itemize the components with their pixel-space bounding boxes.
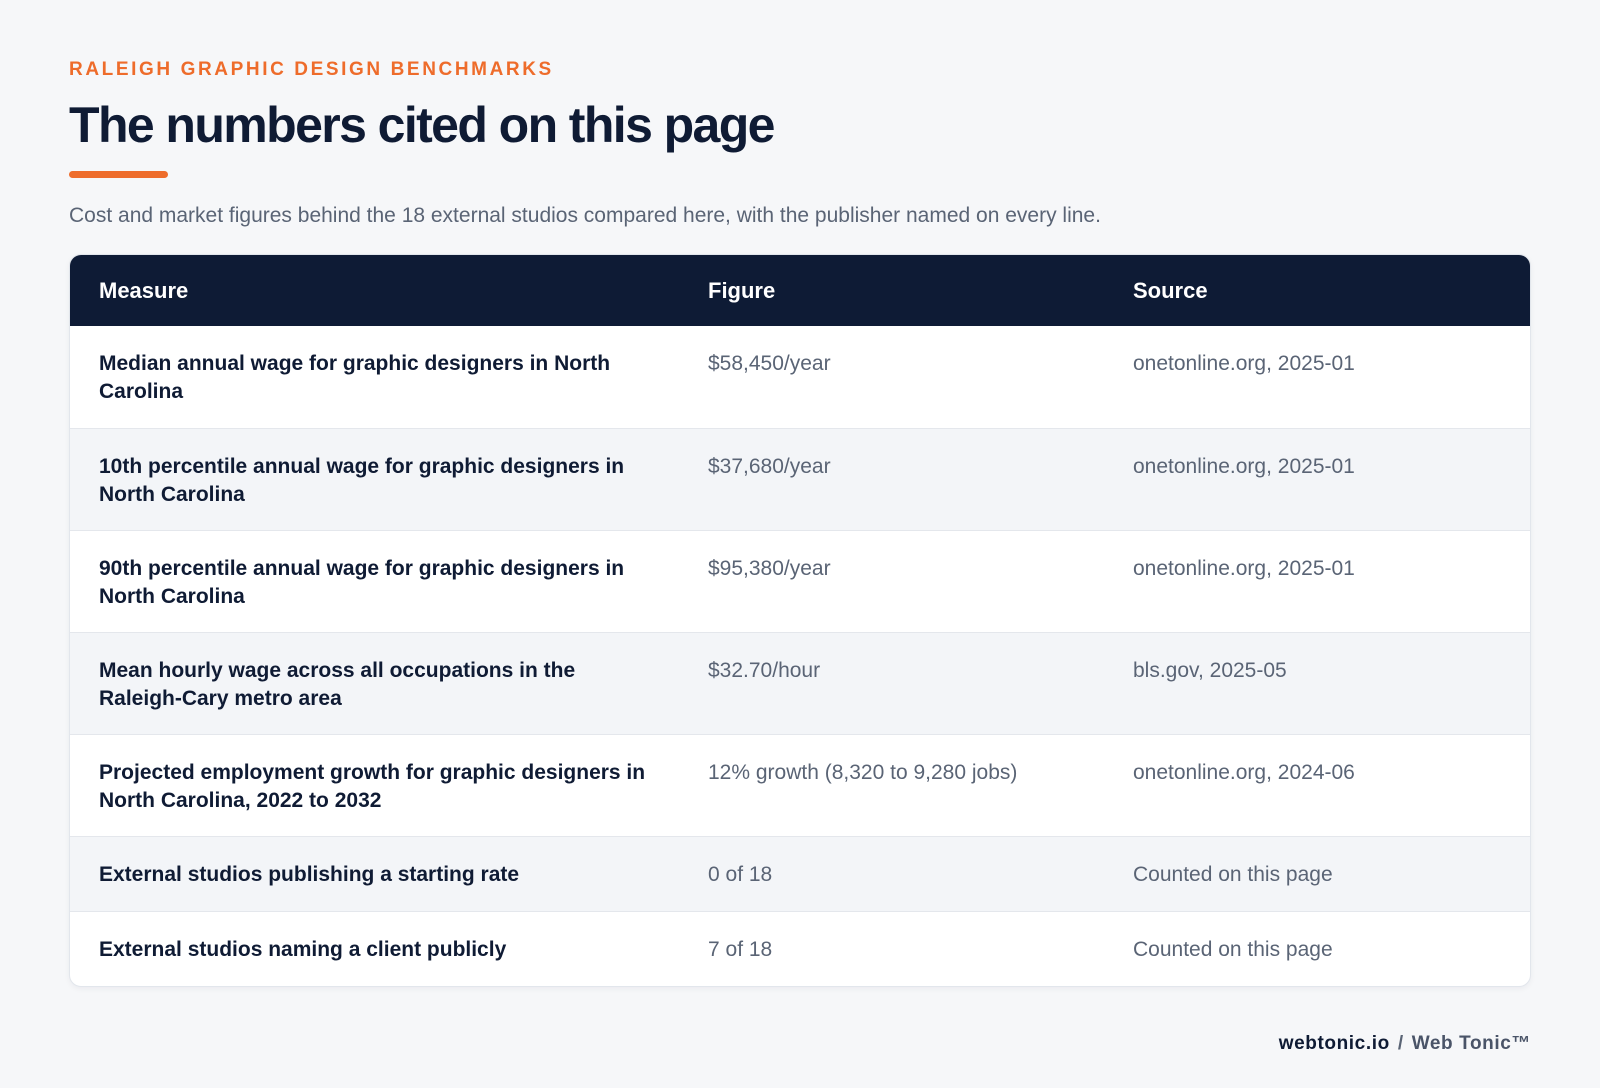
- figure-cell: $58,450/year: [708, 352, 831, 375]
- table-row: External studios naming a client publicl…: [70, 910, 1530, 986]
- footer-credit: webtonic.io / Web Tonic™: [1279, 1032, 1531, 1056]
- measure-cell: 90th percentile annual wage for graphic …: [70, 529, 679, 632]
- page-title: The numbers cited on this page: [69, 97, 775, 153]
- measure-cell: External studios naming a client publicl…: [70, 910, 679, 986]
- table-row: Mean hourly wage across all occupations …: [70, 631, 1530, 734]
- table-row: 90th percentile annual wage for graphic …: [70, 529, 1530, 632]
- figure-cell: 12% growth (8,320 to 9,280 jobs): [679, 733, 1104, 836]
- source-cell: bls.gov, 2025-05: [1104, 631, 1530, 734]
- figure-cell: 0 of 18: [679, 835, 1104, 911]
- source-cell: onetonline.org, 2025-01: [1104, 529, 1530, 632]
- measure-cell: Mean hourly wage across all occupations …: [70, 631, 679, 734]
- eyebrow-label: RALEIGH GRAPHIC DESIGN BENCHMARKS: [69, 59, 554, 80]
- table-row: External studios publishing a starting r…: [70, 835, 1530, 911]
- page-subtitle: Cost and market figures behind the 18 ex…: [69, 204, 1101, 227]
- figure-cell: $37,680/year: [679, 427, 1104, 530]
- table-row: Projected employment growth for graphic …: [70, 733, 1530, 836]
- source-cell: onetonline.org, 2025-01: [1133, 352, 1355, 375]
- column-header-source: Source: [1133, 277, 1208, 303]
- measure-cell: Projected employment growth for graphic …: [70, 733, 679, 836]
- column-header-measure: Measure: [99, 277, 189, 303]
- title-accent-bar: [69, 171, 168, 178]
- figure-cell: $32.70/hour: [679, 631, 1104, 734]
- benchmarks-table: Measure Figure Source Median annual wage…: [69, 254, 1531, 987]
- measure-cell: External studios publishing a starting r…: [70, 835, 679, 911]
- footer-brand: Web Tonic™: [1411, 1033, 1531, 1054]
- footer-domain: webtonic.io: [1278, 1033, 1390, 1054]
- source-cell: Counted on this page: [1104, 835, 1530, 911]
- table-header-row: Measure Figure Source: [70, 255, 1530, 326]
- source-cell: onetonline.org, 2025-01: [1104, 427, 1530, 530]
- column-header-figure: Figure: [708, 277, 776, 303]
- table-row: 10th percentile annual wage for graphic …: [70, 427, 1530, 530]
- source-cell: onetonline.org, 2024-06: [1104, 733, 1530, 836]
- table-row: Median annual wage for graphic designers…: [70, 326, 1530, 428]
- measure-cell: Median annual wage for graphic designers…: [99, 352, 611, 403]
- source-cell: Counted on this page: [1104, 910, 1530, 986]
- footer-separator: /: [1397, 1033, 1404, 1054]
- figure-cell: $95,380/year: [679, 529, 1104, 632]
- figure-cell: 7 of 18: [679, 910, 1104, 986]
- measure-cell: 10th percentile annual wage for graphic …: [70, 427, 679, 530]
